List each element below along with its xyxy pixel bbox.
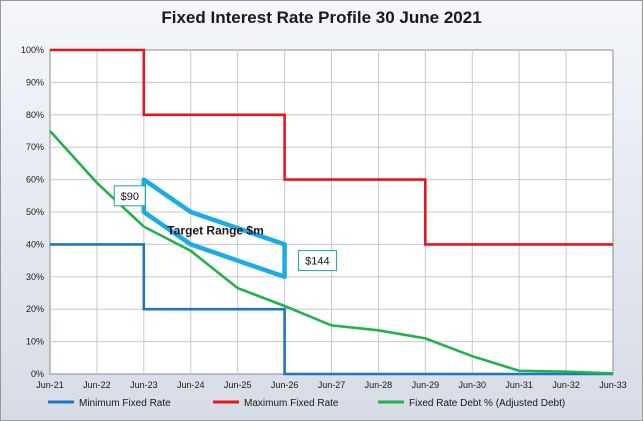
y-tick-label: 40% [26, 239, 44, 249]
y-tick-label: 10% [26, 337, 44, 347]
y-tick-label: 30% [26, 272, 44, 282]
callout-box [297, 250, 337, 272]
target-range-band [141, 177, 287, 280]
y-tick-label: 60% [26, 175, 44, 185]
x-tick-label: Jun-31 [505, 380, 533, 390]
callout-box [113, 185, 146, 207]
series-line-minimum-fixed-rate [50, 243, 613, 376]
x-tick-label: Jun-30 [458, 380, 486, 390]
x-tick-label: Jun-25 [224, 380, 252, 390]
chart-title: Fixed Interest Rate Profile 30 June 2021 [161, 8, 482, 27]
callout-label: $144 [305, 256, 329, 268]
series-lines [49, 48, 614, 376]
x-tick-label: Jun-26 [271, 380, 299, 390]
target-range-label: Target Range $m [167, 224, 263, 238]
x-tick-label: Jun-32 [552, 380, 580, 390]
callout-label: $90 [121, 191, 139, 203]
legend-label-maximum-fixed-rate: Maximum Fixed Rate [244, 398, 339, 409]
y-axis-tick-labels: 0% 10% 20% 30% 40% 50% 60% 70% 80% 90% 100% [21, 45, 44, 379]
y-tick-label: 20% [26, 304, 44, 314]
y-tick-label: 70% [26, 142, 44, 152]
y-tick-label: 50% [26, 207, 44, 217]
y-tick-label: 100% [21, 45, 44, 55]
x-tick-label: Jun-24 [177, 380, 205, 390]
series-line-maximum-fixed-rate [50, 48, 613, 246]
legend-label-minimum-fixed-rate: Minimum Fixed Rate [79, 398, 171, 409]
x-tick-label: Jun-33 [599, 380, 627, 390]
x-axis-tick-labels: Jun-21 Jun-22 Jun-23 Jun-24 Jun-25 Jun-26 Jun-… [36, 380, 627, 390]
x-tick-label: Jun-29 [412, 380, 440, 390]
y-tick-label: 80% [26, 110, 44, 120]
x-tick-label: Jun-23 [130, 380, 158, 390]
series-line-fixed-rate-debt-adjusted-debt [49, 130, 614, 375]
legend-label-fixed-rate-debt-adjusted-debt: Fixed Rate Debt % (Adjusted Debt) [409, 398, 565, 409]
legend: Minimum Fixed Rate Maximum Fixed Rate Fixe… [48, 398, 565, 409]
y-tick-label: 0% [31, 369, 44, 379]
x-tick-label: Jun-27 [318, 380, 346, 390]
x-tick-label: Jun-21 [36, 380, 64, 390]
y-tick-label: 90% [26, 77, 44, 87]
target-range: Target Range $m $90 $144 [113, 177, 337, 280]
x-tick-label: Jun-22 [83, 380, 111, 390]
x-tick-label: Jun-28 [365, 380, 393, 390]
